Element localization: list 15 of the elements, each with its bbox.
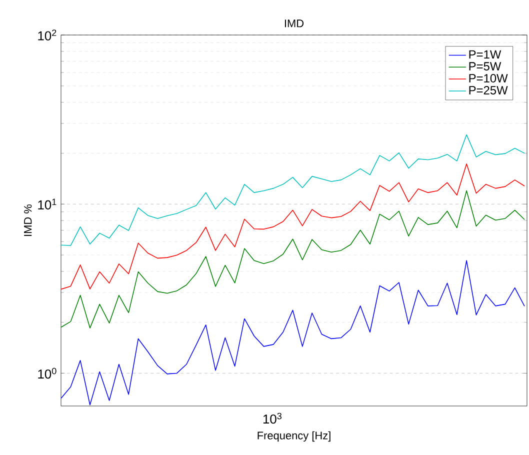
y-axis-title: IMD % [24,204,32,236]
y-tick-label: 10$^{0}$ [38,368,56,379]
line-series [61,260,525,406]
legend-label: P=25W [469,86,508,94]
legend-label: P=5W [469,62,502,70]
line-series [61,163,525,290]
text: 10$^{3}$ [263,412,282,424]
y-tick-label: 10$^{2}$ [38,30,56,40]
legend-label: P=10W [469,74,508,82]
x-axis-title: Frequency [Hz] [258,431,330,442]
legend-label: P=1W [469,50,502,59]
line-series [61,190,525,328]
y-tick-label: 10$^{1}$ [38,198,56,210]
chart-title: IMD [284,20,304,28]
line-series [61,134,525,246]
